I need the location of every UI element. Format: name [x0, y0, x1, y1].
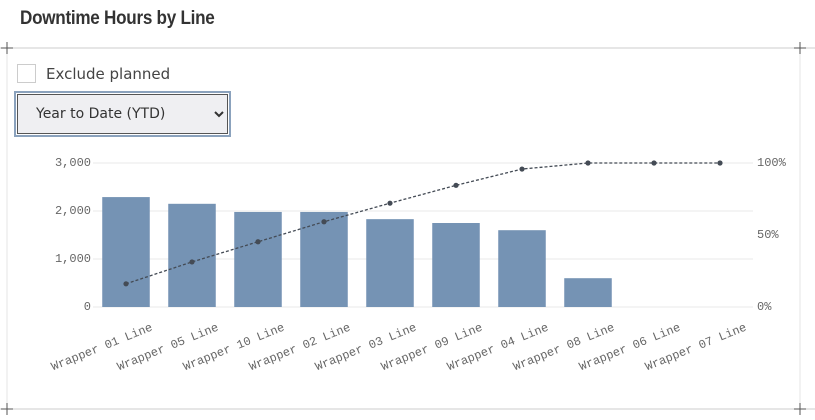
cumulative-line [125, 162, 720, 285]
line-point [255, 239, 261, 245]
line-point [519, 166, 525, 172]
y2-tick-label: 100% [757, 156, 787, 170]
checkbox-label: Exclude planned [46, 64, 171, 83]
y2-tick-label: 0% [757, 300, 772, 314]
checkbox[interactable]: Exclude planned [17, 64, 170, 83]
y2-tick-label: 50% [757, 228, 779, 242]
line-point [189, 259, 195, 265]
line-point [717, 160, 723, 166]
bar [300, 211, 348, 307]
bar [498, 230, 546, 307]
line-point [387, 200, 393, 206]
bar [366, 219, 414, 307]
bar [102, 197, 150, 307]
y-tick-label: 1,000 [55, 252, 91, 266]
period-select[interactable]: Year to Date (YTD) [17, 94, 228, 134]
bar [564, 278, 612, 307]
y-tick-label: 3,000 [55, 156, 91, 170]
line-point [123, 281, 129, 287]
y-tick-label: 2,000 [55, 204, 91, 218]
period-select-frame: Year to Date (YTD) [14, 91, 231, 137]
corner-marks [1, 42, 806, 415]
bar [432, 223, 480, 307]
line-point [321, 219, 327, 225]
line-point [651, 160, 657, 166]
bar [168, 203, 216, 307]
checkbox-box[interactable] [17, 64, 36, 83]
line-point [585, 160, 591, 166]
widget-title: Downtime Hours by Line [20, 8, 215, 29]
y-tick-label: 0 [84, 300, 91, 314]
line-point [453, 182, 459, 188]
bar [234, 211, 282, 307]
